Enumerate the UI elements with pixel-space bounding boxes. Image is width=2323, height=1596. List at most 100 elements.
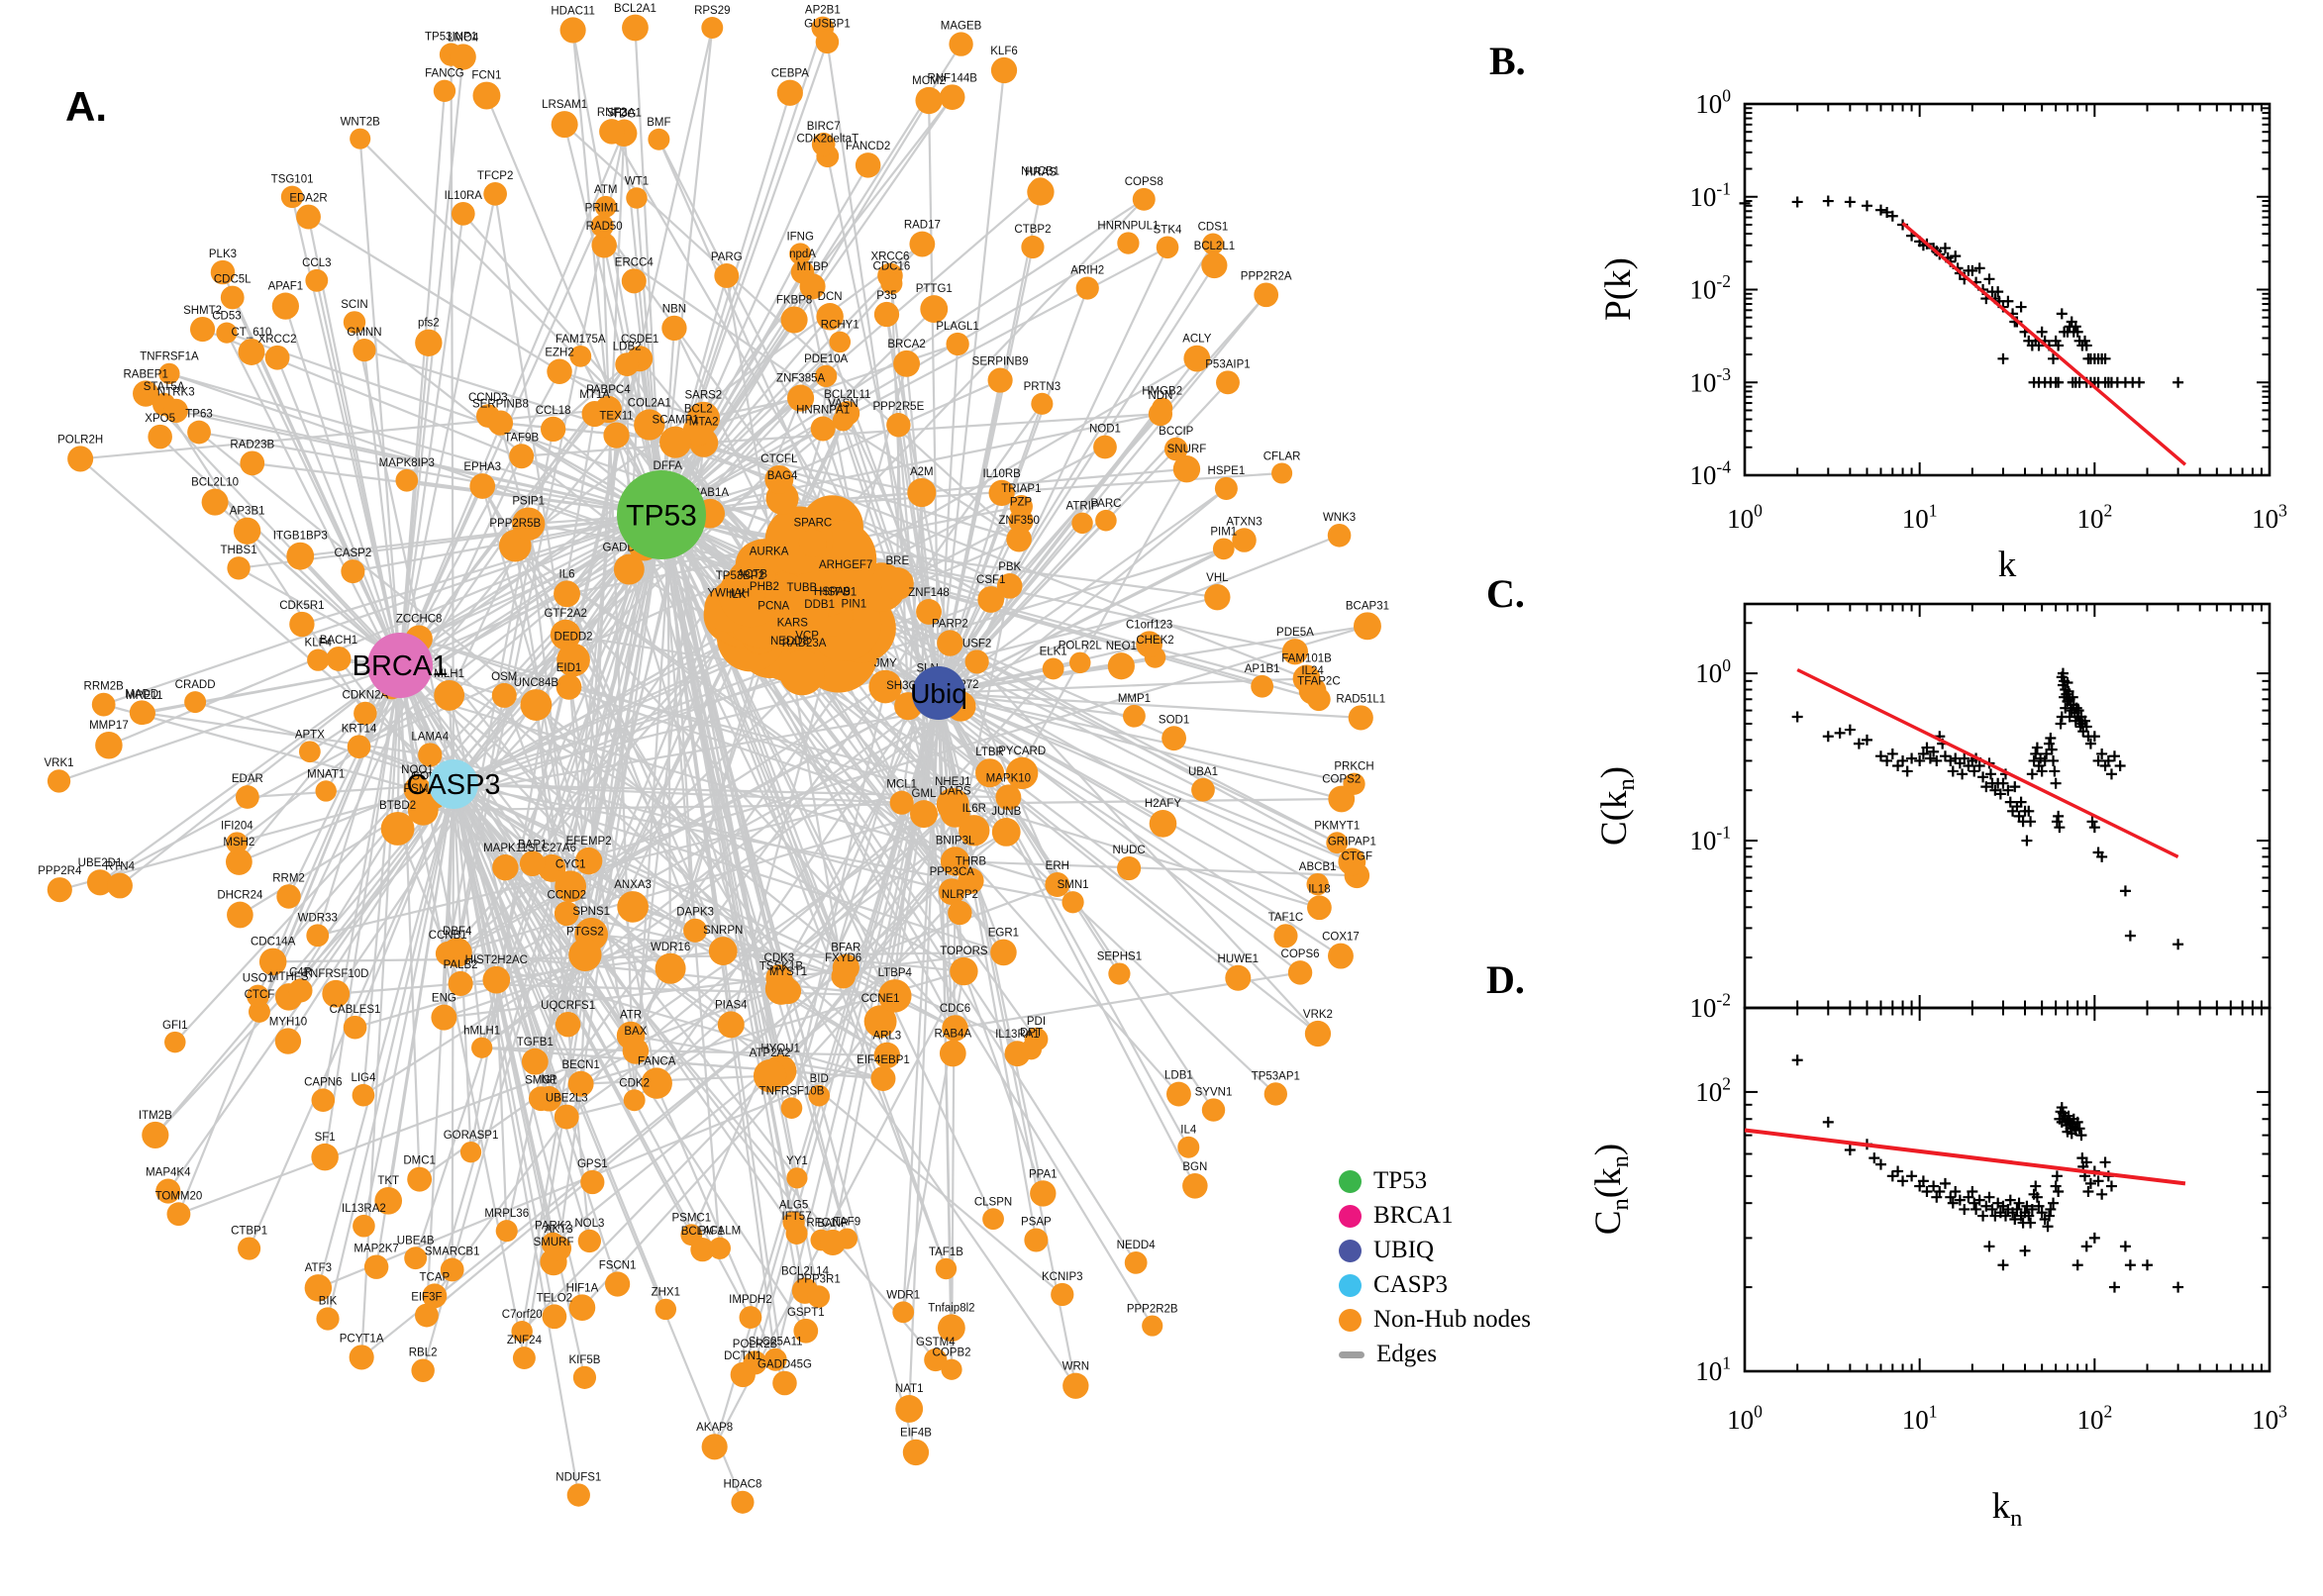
data-point-marker bbox=[2025, 816, 2037, 828]
network-node-label: PCNA bbox=[758, 601, 789, 613]
network-node-label: RFC1 bbox=[806, 1218, 836, 1230]
network-node-label: MCM2 bbox=[912, 75, 946, 87]
data-point-marker bbox=[1939, 1177, 1951, 1189]
network-node-label: CTCF bbox=[245, 989, 275, 1001]
network-edge bbox=[907, 492, 923, 707]
data-point-marker bbox=[2082, 1185, 2094, 1197]
network-node bbox=[288, 978, 313, 1003]
network-node-label: TKT bbox=[377, 1175, 399, 1187]
scatter-points bbox=[1791, 1054, 2184, 1293]
data-point-marker bbox=[1994, 788, 2006, 800]
network-node-label: ZNF24 bbox=[507, 1335, 543, 1347]
network-edge bbox=[659, 514, 948, 1269]
network-node-label: TP53INP1 bbox=[425, 31, 477, 43]
network-node-label: MTBP bbox=[797, 261, 829, 273]
network-node bbox=[717, 1011, 745, 1039]
network-node bbox=[1027, 178, 1055, 206]
axis-tick-label: 100 bbox=[1695, 655, 1731, 688]
network-node bbox=[730, 1361, 756, 1388]
network-node bbox=[808, 1084, 831, 1107]
network-node bbox=[815, 30, 840, 54]
axis-tick-label: 102 bbox=[2076, 1402, 2112, 1435]
network-node bbox=[690, 1238, 715, 1262]
brca1-legend-dot-icon bbox=[1339, 1204, 1362, 1228]
data-point-marker bbox=[2015, 301, 2027, 313]
network-node-label: GFI1 bbox=[162, 1020, 188, 1032]
network-node-label: IFI204 bbox=[221, 820, 253, 832]
data-point-marker bbox=[2172, 939, 2184, 950]
data-point-marker bbox=[2080, 721, 2092, 733]
network-node-label: ATXN3 bbox=[1226, 516, 1262, 528]
network-node-label: EID1 bbox=[556, 662, 582, 674]
data-point-marker bbox=[1986, 1203, 1998, 1215]
panel-d-label: D. bbox=[1486, 957, 1525, 1002]
network-node-label: NQO1 bbox=[401, 764, 434, 776]
network-node-label: RRM2 bbox=[272, 872, 305, 884]
network-node bbox=[648, 128, 670, 150]
network-edge bbox=[452, 783, 483, 1048]
network-node bbox=[816, 303, 844, 331]
network-node bbox=[764, 464, 794, 494]
data-point-marker bbox=[2057, 667, 2069, 679]
network-node-label: NLRP2 bbox=[942, 889, 978, 901]
data-point-marker bbox=[2092, 1175, 2104, 1187]
network-node-label: PICALM bbox=[698, 1226, 741, 1238]
network-node-label: PARP2 bbox=[932, 618, 968, 630]
network-edge bbox=[354, 321, 1007, 834]
network-node bbox=[626, 187, 648, 209]
network-node-label: ITGB1BP3 bbox=[273, 531, 328, 543]
network-node-label: npdA bbox=[789, 249, 816, 260]
network-node-label: RNF2 bbox=[597, 107, 627, 119]
network-node-label: ATRIP bbox=[1066, 501, 1099, 513]
network-edge bbox=[666, 485, 957, 1029]
network-node-label: RNF144B bbox=[927, 72, 977, 84]
data-point-marker bbox=[1928, 1180, 1940, 1192]
network-node-label: CDK2 bbox=[619, 1077, 650, 1089]
legend-label: Edges bbox=[1376, 1341, 1438, 1367]
network-node-label: CYC1 bbox=[556, 858, 586, 870]
network-node-label: SERPINB9 bbox=[972, 356, 1029, 368]
network-node-label: PPP3R1 bbox=[797, 1273, 841, 1285]
network-node-label: GORASP1 bbox=[444, 1130, 499, 1142]
network-node bbox=[780, 1097, 803, 1119]
data-point-marker bbox=[1881, 206, 1893, 218]
scatter-points bbox=[1791, 667, 2184, 950]
legend-item-tp53: TP53 bbox=[1339, 1167, 1531, 1194]
data-point-marker bbox=[2056, 308, 2068, 320]
network-node bbox=[350, 128, 371, 150]
network-node-label: FANCA bbox=[638, 1055, 676, 1067]
network-edge bbox=[628, 568, 782, 1071]
data-point-marker bbox=[1901, 765, 1913, 777]
data-point-marker bbox=[1970, 1203, 1982, 1215]
network-node bbox=[542, 1304, 567, 1330]
network-node bbox=[555, 870, 587, 903]
network-node-label: CDS1 bbox=[1198, 222, 1229, 234]
network-panel: USF2 BCCIP WDR33 POLR2H POLR2L NAT1 TAF9 WRN RBL… bbox=[38, 3, 1389, 1514]
data-point-marker bbox=[1983, 273, 1995, 285]
network-node bbox=[895, 1395, 924, 1423]
network-node bbox=[347, 735, 371, 759]
network-node-label: GADD45G bbox=[758, 1359, 812, 1371]
network-node-label: FAM175A bbox=[556, 334, 606, 346]
network-node-label: ZNF350 bbox=[998, 515, 1040, 527]
network-node-label: WDR1 bbox=[886, 1289, 920, 1301]
network-edge bbox=[447, 952, 884, 1080]
data-point-marker bbox=[2073, 1123, 2085, 1135]
network-node-label: PRKCH bbox=[1334, 761, 1373, 773]
network-node-label: ALG5 bbox=[779, 1199, 808, 1211]
network-node bbox=[731, 1490, 755, 1514]
network-node-label: CABLES1 bbox=[330, 1004, 381, 1016]
network-node-label: MAPK8IP3 bbox=[379, 457, 435, 469]
network-node-label: TP53AP1 bbox=[1252, 1070, 1300, 1082]
network-node bbox=[491, 682, 517, 708]
network-node bbox=[431, 1004, 457, 1031]
data-point-marker bbox=[1917, 748, 1929, 759]
axis-tick-label: 103 bbox=[2252, 1402, 2287, 1435]
axis-tick-label: 100 bbox=[1727, 1402, 1763, 1435]
network-node bbox=[210, 259, 236, 285]
network-node-label: AKT3 bbox=[545, 1224, 573, 1236]
network-edge bbox=[938, 243, 1214, 694]
network-edge bbox=[361, 664, 402, 1096]
data-point-marker bbox=[2108, 750, 2120, 762]
panel-d-plot: 102 101 100 101 102 103 kn Cn(kn) bbox=[1588, 1006, 2287, 1532]
